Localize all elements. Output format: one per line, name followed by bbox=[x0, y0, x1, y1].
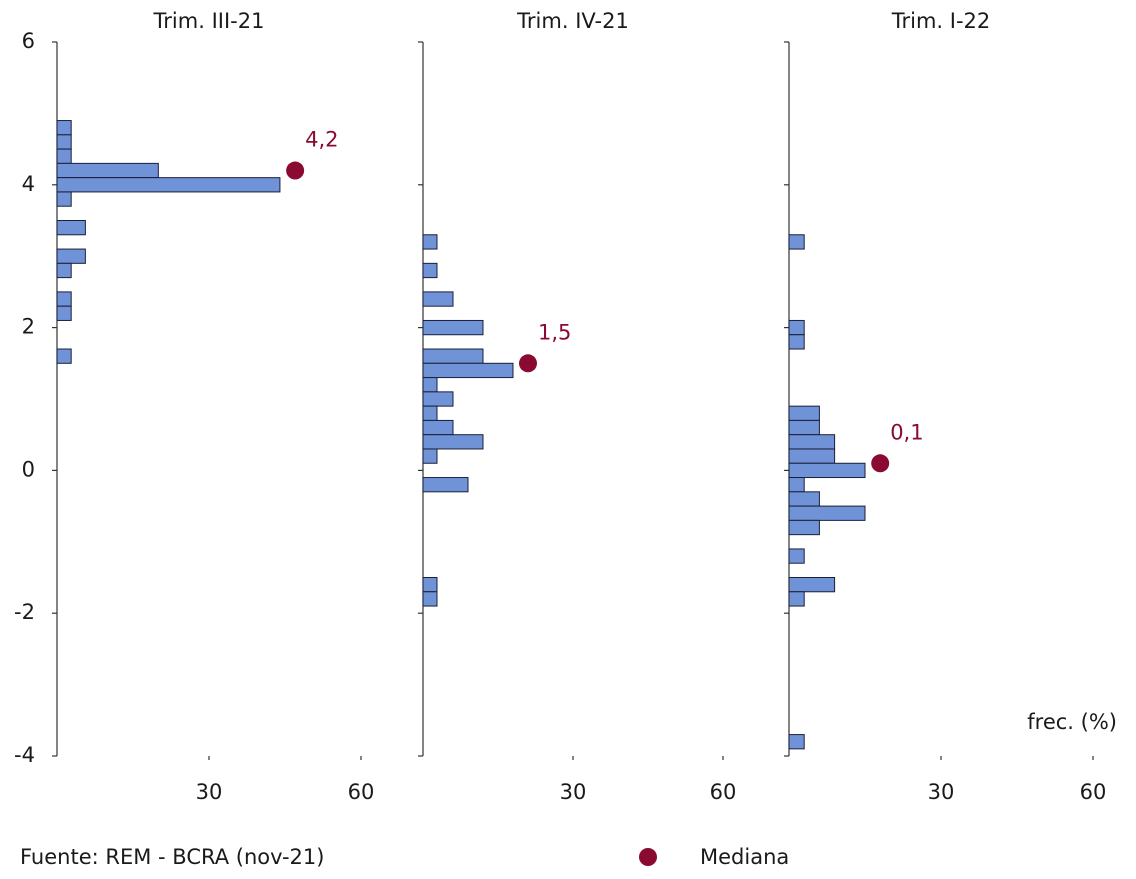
bar bbox=[422, 577, 438, 593]
bar bbox=[56, 305, 72, 321]
y-tick-label: 2 bbox=[22, 315, 35, 339]
bar bbox=[56, 148, 72, 164]
bar bbox=[788, 505, 866, 521]
y-tick-label: -2 bbox=[14, 600, 35, 624]
bar bbox=[56, 248, 86, 264]
bar bbox=[788, 334, 805, 350]
bar bbox=[56, 262, 72, 279]
median-dot bbox=[871, 454, 890, 473]
bar bbox=[422, 377, 438, 393]
bar bbox=[422, 391, 454, 407]
y-tick-label: -4 bbox=[14, 743, 35, 767]
x-tick-label: 30 bbox=[560, 780, 587, 804]
bar bbox=[788, 577, 836, 593]
bar bbox=[422, 405, 438, 421]
y-tick-label: 4 bbox=[22, 172, 35, 196]
bar bbox=[422, 348, 484, 364]
bar bbox=[56, 177, 281, 193]
legend-marker bbox=[639, 848, 657, 866]
panel-title: Trim. I-22 bbox=[891, 9, 991, 33]
bar bbox=[422, 291, 454, 307]
bar bbox=[56, 291, 72, 307]
legend-label: Mediana bbox=[700, 845, 789, 869]
panel-title: Trim. IV-21 bbox=[516, 9, 629, 33]
bar bbox=[56, 220, 86, 236]
median-label: 0,1 bbox=[890, 420, 923, 444]
bar bbox=[788, 419, 820, 436]
bar bbox=[56, 162, 159, 179]
bar bbox=[422, 591, 438, 607]
x-tick-label: 60 bbox=[710, 780, 737, 804]
x-tick-label: 30 bbox=[928, 780, 955, 804]
bar bbox=[788, 734, 805, 750]
bar bbox=[56, 134, 72, 150]
bar bbox=[788, 434, 836, 450]
y-tick-label: 6 bbox=[22, 29, 35, 53]
bar bbox=[788, 477, 805, 493]
bar bbox=[422, 419, 454, 436]
bar bbox=[788, 519, 820, 536]
bar bbox=[788, 491, 820, 507]
x-axis-label: frec. (%) bbox=[1027, 710, 1117, 734]
y-tick-label: 0 bbox=[22, 457, 35, 481]
bar bbox=[422, 434, 484, 450]
bar bbox=[56, 348, 72, 364]
panel-title: Trim. III-21 bbox=[153, 9, 265, 33]
x-tick-label: 60 bbox=[1080, 780, 1107, 804]
source-note: Fuente: REM - BCRA (nov-21) bbox=[20, 845, 324, 869]
bar bbox=[788, 548, 805, 564]
median-label: 4,2 bbox=[305, 128, 338, 152]
bar bbox=[788, 462, 866, 479]
bar bbox=[56, 191, 72, 207]
x-tick-label: 30 bbox=[196, 780, 223, 804]
bar bbox=[422, 477, 469, 493]
bar bbox=[788, 448, 836, 464]
bar bbox=[422, 262, 438, 279]
median-label: 1,5 bbox=[538, 320, 571, 344]
bar bbox=[788, 319, 805, 336]
bar bbox=[788, 405, 820, 421]
bar bbox=[56, 120, 72, 136]
median-dot bbox=[519, 354, 537, 373]
bar bbox=[422, 448, 438, 464]
bar bbox=[788, 591, 805, 607]
bar bbox=[422, 234, 438, 250]
x-tick-label: 60 bbox=[348, 780, 375, 804]
bar bbox=[788, 234, 805, 250]
median-dot bbox=[286, 161, 305, 180]
bar bbox=[422, 362, 514, 379]
bar bbox=[422, 319, 484, 336]
